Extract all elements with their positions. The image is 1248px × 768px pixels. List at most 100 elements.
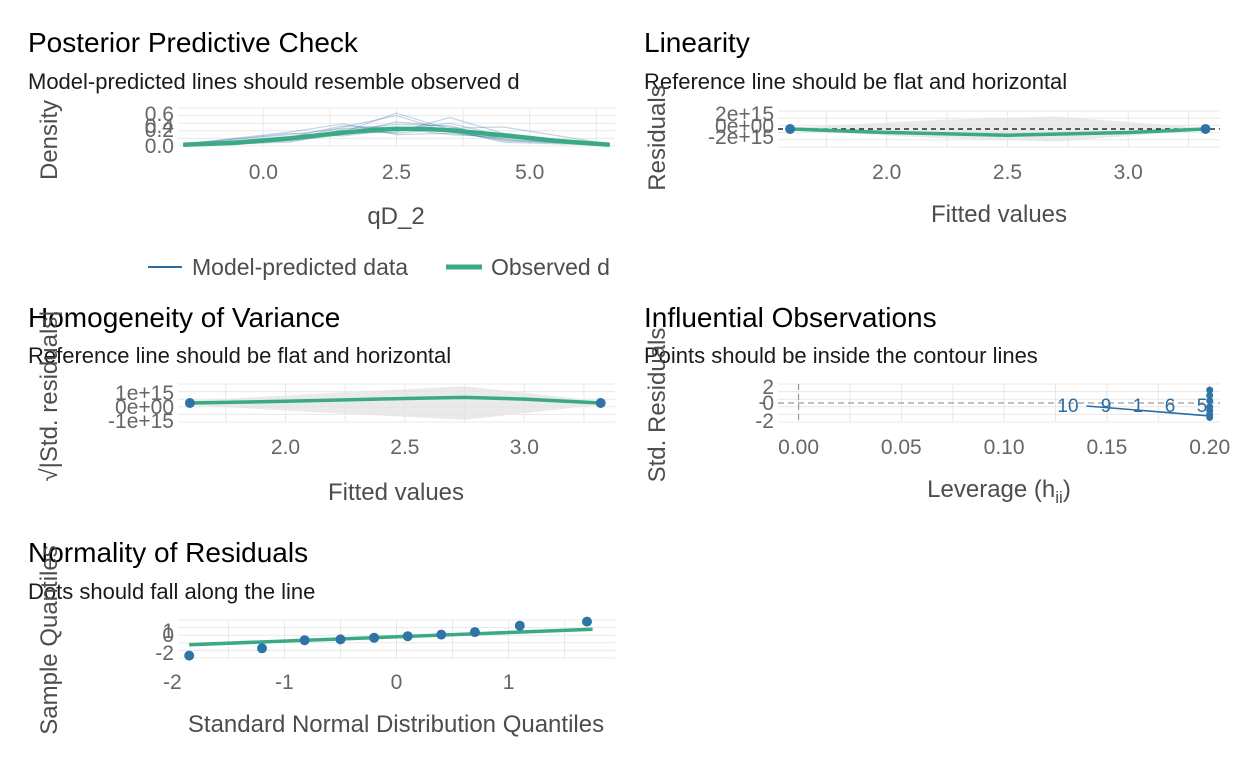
panel-subtitle: Reference line should be flat and horizo… [28,343,451,368]
y-tick-label: -1e+15 [108,410,174,433]
y-tick-label: 2e+15 [715,103,774,126]
x-tick-label: 2.0 [872,161,901,184]
y-tick-label: -2e+15 [708,126,774,149]
data-point [514,620,525,631]
y-axis-label: Sample Quantiles [36,545,63,734]
x-tick-label: 0.0 [249,161,278,184]
data-point [369,632,380,643]
marks [183,112,610,147]
marks [184,395,606,408]
y-tick-label: 1 [162,620,174,643]
y-axis-label: √|Std. residuals| [36,310,63,481]
y-tick-labels: 20-2- [755,376,774,433]
model-predicted-line [183,123,610,146]
x-tick-label: 3.0 [510,436,539,459]
x-axis-label: Fitted values [328,479,464,506]
data-point [436,629,447,640]
x-tick-labels: -2 -1 0 1 [163,671,514,694]
x-tick-label: 0.15 [1086,436,1127,459]
x-tick-labels: 0.00 0.05 0.10 0.15 0.20 [778,436,1230,459]
x-tick-label: 0.20 [1189,436,1230,459]
x-tick-label: 0 [391,671,403,694]
fit-line [189,627,593,647]
x-tick-label: -2 [163,671,182,694]
smooth-line [790,127,1206,137]
grid [178,107,615,147]
data-point [257,643,267,654]
point-label: 10 [1057,396,1078,417]
point-label: 6 [1165,396,1176,417]
x-tick-label: 5.0 [515,161,544,184]
y-tick-label: 0 [762,392,774,415]
panel-title: Influential Observations [644,302,937,333]
band [189,386,596,420]
data-point [1200,124,1211,134]
panel-title: Homogeneity of Variance [28,302,340,333]
panel-title: Normality of Residuals [28,537,308,568]
x-tick-label: 0.05 [881,436,922,459]
smooth-line [189,395,601,405]
x-tick-label: 0.10 [984,436,1025,459]
data-point [582,616,592,627]
panel-title: Linearity [644,27,750,58]
data-point [469,627,480,638]
data-point [595,398,606,408]
panel-posterior-predictive-check: Posterior Predictive Check Model-predict… [28,27,615,280]
data-point [299,635,310,646]
data-point [1206,413,1214,421]
panel-subtitle: Model-predicted lines should resemble ob… [28,69,520,94]
y-axis-label: Residuals [644,85,671,190]
y-tick-label: -2 [755,410,774,433]
x-tick-label: 2.0 [271,436,300,459]
x-tick-label: 2.5 [382,161,411,184]
y-tick-label: 0e+00 [115,396,174,419]
y-tick-label: - [759,391,766,414]
legend-label-observed: Observed d [491,254,610,280]
y-tick-label: 1e+15 [115,382,174,405]
point-label: 1 [1133,396,1144,417]
data-point [184,398,195,408]
x-tick-label: 2.5 [390,436,419,459]
y-tick-label: 0.0 [145,135,174,158]
x-tick-label: 3.0 [1114,161,1143,184]
x-tick-labels: 2.0 2.5 3.0 [872,161,1143,184]
y-tick-label: 0.6 [145,103,174,126]
y-tick-label: -2 [155,642,174,665]
legend-label-model: Model-predicted data [192,254,408,280]
x-tick-labels: 0.0 2.5 5.0 [249,161,545,184]
grid [178,619,615,659]
y-tick-labels: 0.60.40.20.0 [145,103,175,158]
panel-linearity: Linearity Reference line should be flat … [644,27,1220,228]
smooth-line [1086,405,1210,417]
panel-subtitle: Points should be inside the contour line… [644,343,1038,368]
x-axis-label: Standard Normal Distribution Quantiles [188,711,604,738]
data-point [1206,397,1214,405]
confidence-band [189,386,596,420]
data-point [1206,391,1214,399]
x-tick-label: -1 [275,671,294,694]
x-tick-labels: 2.0 2.5 3.0 [271,436,539,459]
y-axis-label: Density [36,100,63,180]
data-point [1206,386,1214,394]
point-label: 5 [1197,396,1208,417]
x-axis-label: Leverage (hii) [927,476,1071,507]
marks [778,124,1220,137]
panel-influential-observations: Influential Observations Points should b… [644,302,1230,507]
x-axis-label: qD_2 [367,203,424,230]
data-point [184,650,195,661]
y-tick-label: 0.2 [145,119,174,142]
model-predicted-line [183,112,610,146]
y-tick-label: 0.4 [145,115,175,138]
panel-title: Posterior Predictive Check [28,27,359,58]
y-axis-label: Std. Residuals [644,328,671,483]
panel-subtitle: Dots should fall along the line [28,579,315,604]
point-label: 9 [1101,396,1112,417]
data-point [785,124,796,134]
marks: 10 9 1 6 5 [778,384,1220,422]
data-point [402,631,413,642]
y-tick-label: 0e+00 [715,115,774,138]
panel-subtitle: Reference line should be flat and horizo… [644,69,1067,94]
